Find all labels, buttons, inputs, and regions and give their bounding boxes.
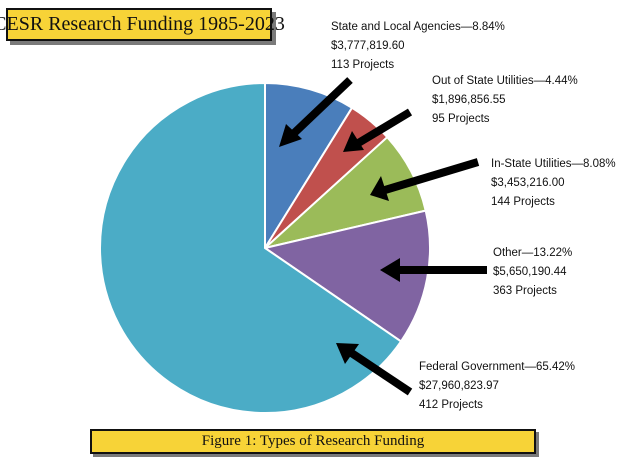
slice-amount: $5,650,190.44 [493, 266, 567, 278]
label-other-name: Other—13.22% [493, 247, 573, 259]
slice-name: Other [493, 247, 522, 259]
arrowhead-out-of-state [343, 131, 364, 152]
slice-percent: 65.42% [535, 361, 575, 373]
label-out-of-state-name: Out of State Utilities—4.44% [432, 75, 578, 87]
slice-amount: $3,453,216.00 [491, 177, 565, 189]
arrowhead-federal [336, 343, 359, 364]
callout-arrows [279, 77, 487, 396]
slice-name: Out of State Utilities [432, 75, 534, 87]
slice-percent: 8.08% [583, 158, 616, 170]
slice-name: State and Local Agencies [331, 21, 461, 33]
label-state-local-name: State and Local Agencies—8.84% [331, 21, 505, 33]
slice-amount: $1,896,856.55 [432, 94, 506, 106]
slice-projects: 412 Projects [419, 399, 483, 411]
slice-name: In-State Utilities [491, 158, 572, 170]
slice-amount: $27,960,823.97 [419, 380, 499, 392]
figure-caption: Figure 1: Types of Research Funding [90, 429, 536, 454]
arrow-federal [347, 348, 413, 396]
arrowhead-other [380, 258, 400, 282]
arrowhead-state-local [279, 124, 302, 147]
arrow-state-local [287, 77, 353, 140]
arrowhead-in-state [370, 176, 389, 201]
label-in-state: In-State Utilities—8.08% $3,453,216.00 1… [491, 155, 616, 212]
slice-amount: $3,777,819.60 [331, 40, 405, 52]
label-in-state-name: In-State Utilities—8.08% [491, 158, 616, 170]
label-federal: Federal Government—65.42% $27,960,823.97… [419, 358, 575, 415]
label-out-of-state: Out of State Utilities—4.44% $1,896,856.… [432, 72, 578, 129]
pie-slice-federal-government [99, 81, 403, 414]
slice-projects: 363 Projects [493, 285, 557, 297]
slice-name: Federal Government [419, 361, 525, 373]
pie-slices [99, 81, 431, 414]
pie-slice-other [262, 209, 431, 343]
slice-projects: 113 Projects [331, 59, 395, 71]
slice-projects: 95 Projects [432, 113, 490, 125]
slice-percent: 8.84% [472, 21, 505, 33]
slice-projects: 144 Projects [491, 196, 555, 208]
label-other: Other—13.22% $5,650,190.44 363 Projects [493, 244, 572, 301]
pie-slice-state-and-local-agencies [264, 81, 354, 252]
arrow-in-state [383, 158, 480, 194]
arrow-out-of-state [352, 108, 413, 149]
chart-title: CESR Research Funding 1985-2023 [0, 8, 285, 41]
slice-percent: 13.22% [533, 247, 573, 259]
label-federal-name: Federal Government—65.42% [419, 361, 575, 373]
slice-percent: 4.44% [545, 75, 578, 87]
label-state-local: State and Local Agencies—8.84% $3,777,81… [331, 18, 505, 75]
